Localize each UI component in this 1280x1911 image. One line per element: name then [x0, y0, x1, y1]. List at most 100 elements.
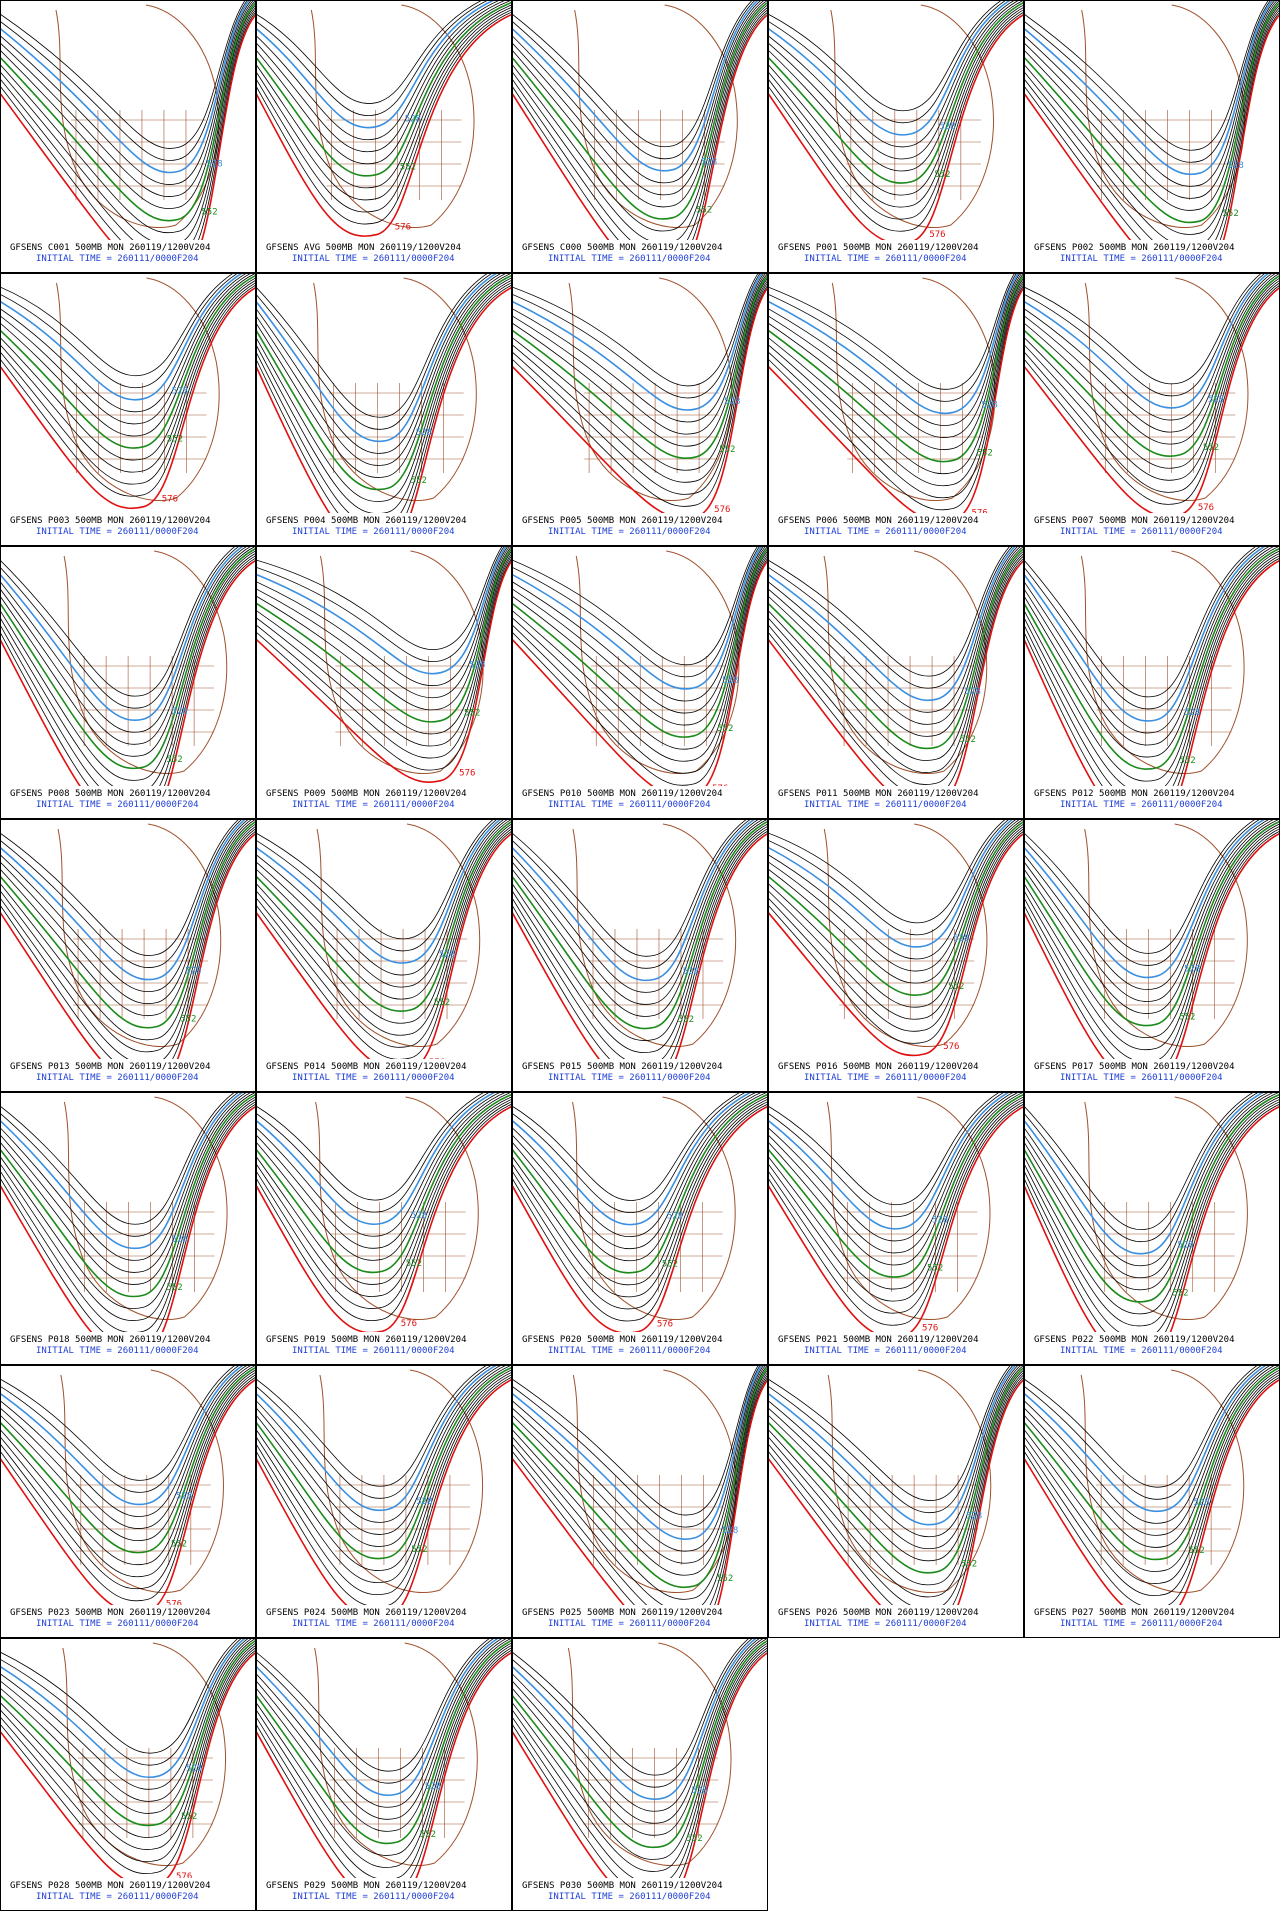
contour	[0, 1096, 256, 1309]
contour	[1024, 1103, 1280, 1332]
contour-label: 528	[186, 1764, 202, 1774]
init-time: INITIAL TIME = 260111/0000F204	[36, 800, 199, 810]
contour	[1024, 819, 1267, 979]
init-time: INITIAL TIME = 260111/0000F204	[36, 1073, 199, 1083]
panel-title: GFSENS P006 500MB MON 260119/1200V204	[778, 516, 978, 526]
contour	[768, 546, 1014, 689]
panel-title: GFSENS P022 500MB MON 260119/1200V204	[1034, 1335, 1234, 1345]
contour-label: 528	[185, 966, 201, 976]
contour	[0, 1374, 256, 1590]
contour-label: 576	[166, 1599, 182, 1609]
init-time: INITIAL TIME = 260111/0000F204	[292, 1619, 455, 1629]
contour-label: 552	[181, 1812, 197, 1822]
panel-border	[256, 546, 512, 819]
contour	[512, 284, 768, 507]
coastline	[55, 4, 220, 229]
contour-label: 552	[977, 448, 993, 458]
contour	[256, 546, 508, 675]
init-time: INITIAL TIME = 260111/0000F204	[36, 527, 199, 537]
panel-border	[256, 1365, 512, 1638]
contour	[256, 1365, 499, 1512]
contour	[1024, 546, 1272, 734]
contour	[768, 1371, 1024, 1598]
contour	[768, 273, 1020, 415]
contour	[256, 819, 499, 952]
contour	[256, 1638, 496, 1784]
contour	[0, 9, 256, 240]
contour-label: 552	[961, 1560, 977, 1570]
contour	[256, 557, 512, 771]
panel-title: GFSENS P011 500MB MON 260119/1200V204	[778, 789, 978, 799]
contour	[256, 559, 512, 783]
panel-border	[0, 546, 256, 819]
contour	[1024, 825, 1280, 1050]
panel-border	[768, 1092, 1024, 1365]
panel-title: GFSENS P015 500MB MON 260119/1200V204	[522, 1062, 722, 1072]
contour	[0, 1638, 254, 1802]
map: 576 552 528	[512, 1092, 768, 1332]
contour-label: 528	[1177, 1241, 1193, 1251]
contour	[256, 819, 503, 964]
init-time: INITIAL TIME = 260111/0000F204	[36, 1346, 199, 1356]
contour	[0, 4, 256, 233]
contour	[1024, 1365, 1277, 1536]
contour	[512, 0, 763, 184]
contour	[256, 1376, 512, 1605]
contour	[768, 559, 1024, 786]
contour-label: 552	[180, 1014, 196, 1024]
contour-label: 528	[439, 950, 455, 960]
contour	[0, 1638, 247, 1779]
contour	[768, 546, 1022, 725]
contour	[768, 555, 1024, 785]
panel-border	[512, 273, 768, 546]
contour	[512, 1369, 768, 1600]
contour	[0, 550, 256, 781]
contour	[256, 1092, 486, 1201]
contour-label: 528	[953, 934, 969, 944]
contour	[1024, 274, 1280, 457]
contour	[0, 819, 256, 1017]
contour	[256, 282, 512, 513]
contour	[768, 1, 1024, 184]
init-time: INITIAL TIME = 260111/0000F204	[1060, 800, 1223, 810]
contour	[256, 1093, 512, 1274]
contour-label: 576	[176, 1872, 192, 1882]
contour	[256, 1096, 512, 1285]
contour-label: 576	[714, 505, 730, 515]
contour	[0, 282, 256, 485]
map: 576 552 528	[512, 0, 768, 240]
contour	[512, 13, 768, 240]
contour	[256, 1365, 509, 1535]
panel-border	[768, 0, 1024, 273]
contour	[512, 1649, 768, 1878]
contour	[0, 0, 256, 209]
contour	[768, 546, 1017, 702]
contour	[1024, 1371, 1280, 1584]
contour	[0, 1365, 253, 1529]
contour	[512, 4, 768, 232]
contour	[256, 552, 512, 747]
panel-border	[512, 0, 768, 273]
contour	[768, 1092, 1024, 1266]
contour	[0, 555, 256, 786]
contour	[1024, 1, 1280, 224]
contour	[0, 552, 256, 786]
panel-title: GFSENS P004 500MB MON 260119/1200V204	[266, 516, 466, 526]
init-time: INITIAL TIME = 260111/0000F204	[292, 1073, 455, 1083]
contour	[512, 828, 768, 1059]
contour	[1024, 273, 1267, 397]
panel-title: GFSENS P024 500MB MON 260119/1200V204	[266, 1608, 466, 1618]
contour-label: 528	[206, 159, 222, 169]
contour	[512, 820, 768, 1030]
map: 576 552 528	[768, 1092, 1024, 1332]
contour	[512, 1376, 768, 1605]
contour	[512, 819, 761, 993]
map: 576 552 528	[1024, 273, 1280, 513]
init-time: INITIAL TIME = 260111/0000F204	[36, 254, 199, 264]
contour	[1024, 819, 1277, 1002]
contour	[256, 1638, 504, 1808]
contour-label: 576	[395, 223, 411, 233]
panel-title: GFSENS P005 500MB MON 260119/1200V204	[522, 516, 722, 526]
map-panel: 576 552 528 GFSENS P028 500MB MON 260119/12…	[0, 1638, 256, 1911]
